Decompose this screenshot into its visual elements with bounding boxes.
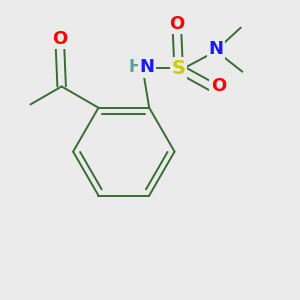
Text: N: N xyxy=(139,58,154,76)
Text: O: O xyxy=(169,15,184,33)
Text: H: H xyxy=(128,58,142,76)
Text: N: N xyxy=(209,40,224,58)
Text: S: S xyxy=(172,59,186,78)
Text: O: O xyxy=(211,77,226,95)
Text: O: O xyxy=(52,30,68,48)
